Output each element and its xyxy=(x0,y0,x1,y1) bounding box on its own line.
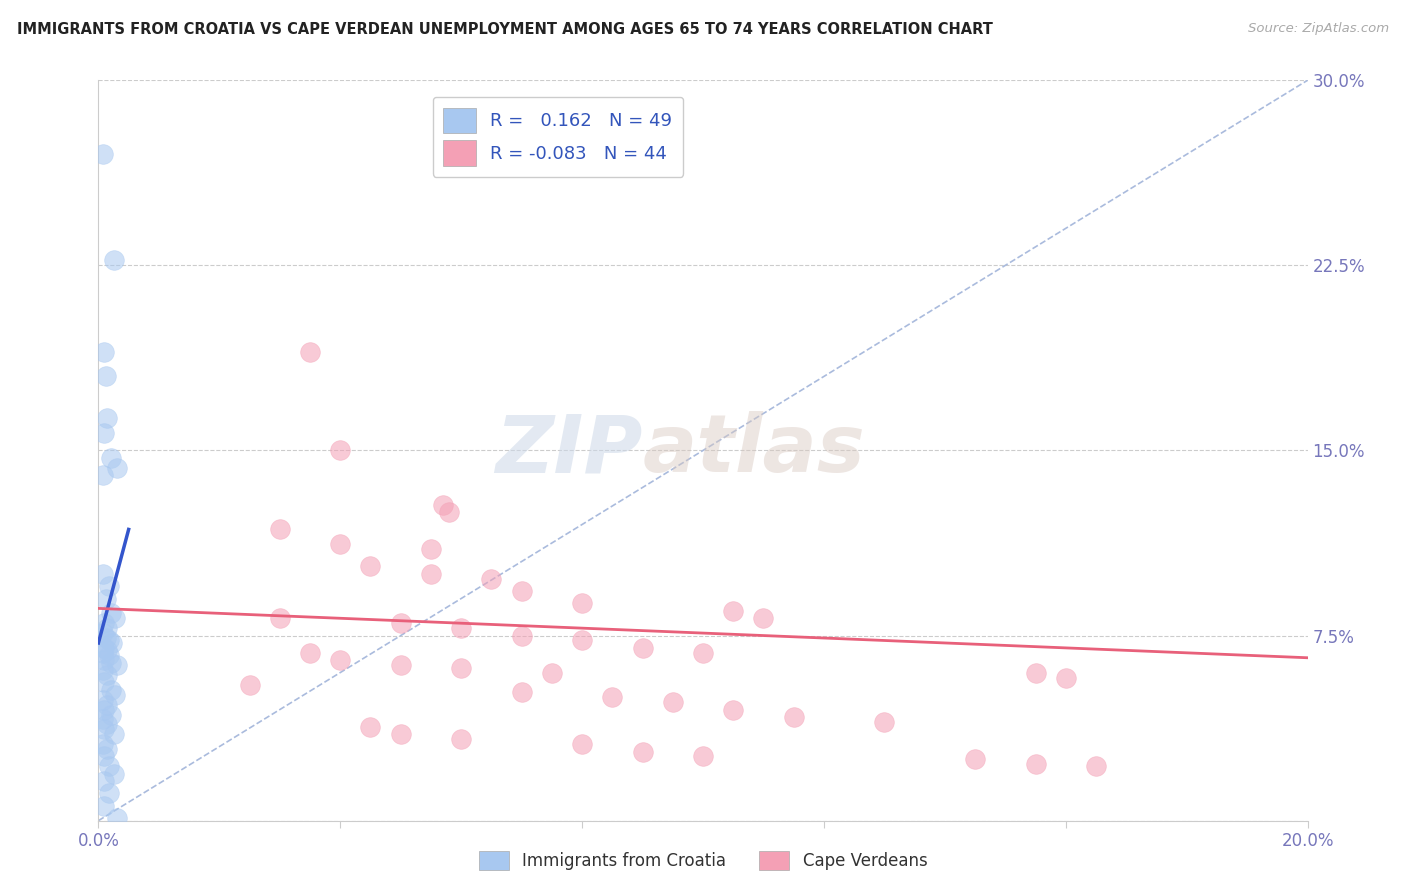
Point xyxy=(93,774,115,789)
Point xyxy=(100,682,122,697)
Point xyxy=(93,675,115,690)
Point xyxy=(96,742,118,756)
Point xyxy=(329,537,352,551)
Point xyxy=(269,611,291,625)
Point xyxy=(602,690,624,705)
Point xyxy=(103,766,125,780)
Point xyxy=(510,685,533,699)
Point xyxy=(105,811,128,825)
Point xyxy=(299,344,322,359)
Point xyxy=(100,656,122,670)
Point xyxy=(93,426,115,441)
Point xyxy=(450,621,472,635)
Point xyxy=(96,411,118,425)
Point xyxy=(98,759,121,773)
Point xyxy=(389,727,412,741)
Point xyxy=(98,648,121,663)
Point xyxy=(96,717,118,731)
Point xyxy=(450,660,472,674)
Point xyxy=(1054,671,1077,685)
Point xyxy=(91,566,114,581)
Point xyxy=(360,720,382,734)
Point xyxy=(91,713,114,727)
Point xyxy=(93,616,115,631)
Point xyxy=(420,542,443,557)
Point xyxy=(93,723,115,737)
Point xyxy=(571,597,593,611)
Point xyxy=(100,607,122,621)
Text: ZIP: ZIP xyxy=(495,411,643,490)
Point xyxy=(96,643,118,657)
Point xyxy=(783,710,806,724)
Point xyxy=(94,591,117,606)
Point xyxy=(432,498,454,512)
Point xyxy=(98,579,121,593)
Point xyxy=(93,749,115,764)
Point xyxy=(103,253,125,268)
Point xyxy=(571,737,593,751)
Point xyxy=(239,678,262,692)
Point xyxy=(692,749,714,764)
Point xyxy=(299,646,322,660)
Point xyxy=(540,665,562,680)
Point xyxy=(103,727,125,741)
Point xyxy=(93,653,115,667)
Point xyxy=(100,707,122,722)
Point xyxy=(93,640,115,655)
Point xyxy=(105,658,128,673)
Point xyxy=(510,584,533,599)
Point xyxy=(510,628,533,642)
Point xyxy=(723,703,745,717)
Legend: R =   0.162   N = 49, R = -0.083   N = 44: R = 0.162 N = 49, R = -0.083 N = 44 xyxy=(433,96,683,177)
Point xyxy=(965,752,987,766)
Point xyxy=(269,523,291,537)
Point xyxy=(420,566,443,581)
Legend: Immigrants from Croatia, Cape Verdeans: Immigrants from Croatia, Cape Verdeans xyxy=(472,844,934,877)
Point xyxy=(91,147,114,161)
Point xyxy=(571,633,593,648)
Point xyxy=(450,732,472,747)
Point xyxy=(91,737,114,751)
Point xyxy=(873,714,896,729)
Point xyxy=(93,798,115,813)
Point xyxy=(329,653,352,667)
Point xyxy=(100,636,122,650)
Text: atlas: atlas xyxy=(643,411,865,490)
Point xyxy=(329,443,352,458)
Point xyxy=(91,626,114,640)
Point xyxy=(481,572,503,586)
Point xyxy=(94,369,117,384)
Point xyxy=(1024,756,1046,771)
Point xyxy=(1024,665,1046,680)
Point xyxy=(100,450,122,465)
Point xyxy=(437,505,460,519)
Point xyxy=(389,658,412,673)
Text: IMMIGRANTS FROM CROATIA VS CAPE VERDEAN UNEMPLOYMENT AMONG AGES 65 TO 74 YEARS C: IMMIGRANTS FROM CROATIA VS CAPE VERDEAN … xyxy=(17,22,993,37)
Point xyxy=(1085,759,1108,773)
Point xyxy=(389,616,412,631)
Point xyxy=(631,640,654,655)
Point xyxy=(96,621,118,635)
Point xyxy=(723,604,745,618)
Point xyxy=(98,787,121,801)
Point xyxy=(96,668,118,682)
Point xyxy=(360,559,382,574)
Point xyxy=(98,633,121,648)
Point xyxy=(91,646,114,660)
Text: Source: ZipAtlas.com: Source: ZipAtlas.com xyxy=(1249,22,1389,36)
Point xyxy=(104,611,127,625)
Point xyxy=(96,698,118,712)
Point xyxy=(94,631,117,645)
Point xyxy=(93,344,115,359)
Point xyxy=(93,703,115,717)
Point xyxy=(752,611,775,625)
Point xyxy=(692,646,714,660)
Point xyxy=(661,695,683,709)
Point xyxy=(91,663,114,677)
Point xyxy=(104,688,127,702)
Point xyxy=(91,692,114,706)
Point xyxy=(105,460,128,475)
Point xyxy=(631,745,654,759)
Point xyxy=(91,468,114,483)
